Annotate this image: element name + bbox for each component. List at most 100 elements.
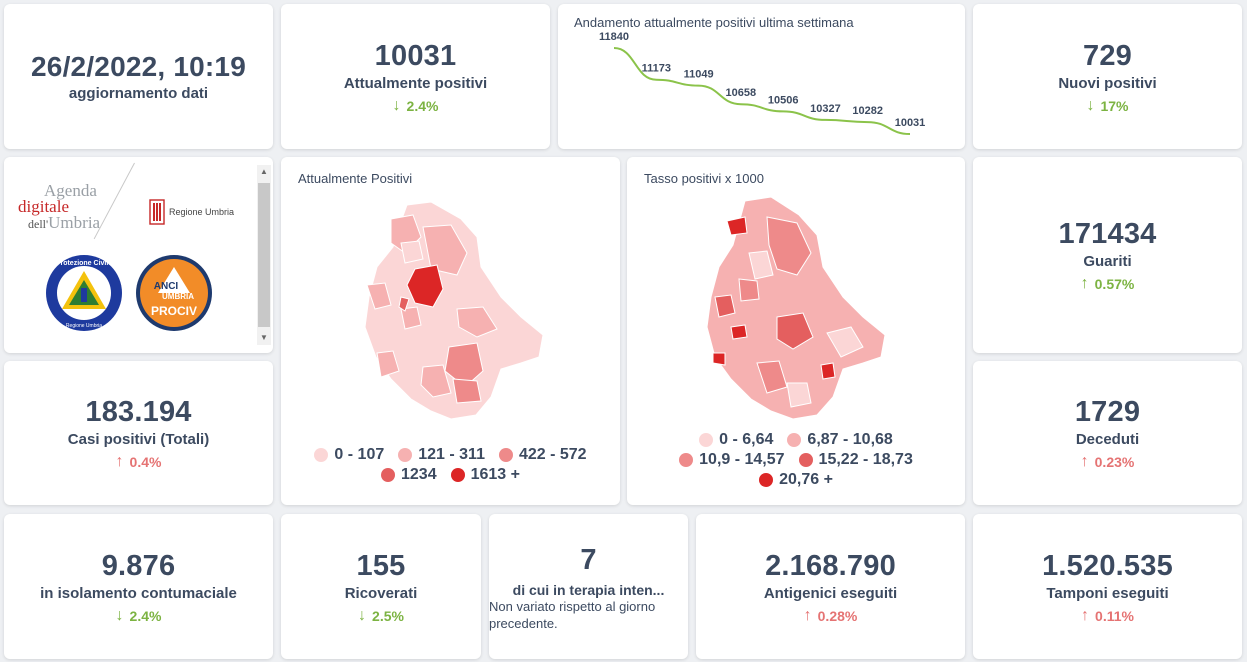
- isolamento-label: in isolamento contumaciale: [40, 584, 237, 602]
- umbria-map-tasso[interactable]: [627, 157, 965, 505]
- anci-umbria-prociv-logo: ANCI UMBRIA PROCIV: [136, 255, 212, 331]
- agenda-digitale-logo: Agenda digitale dell'Umbria: [18, 181, 128, 232]
- deceduti-value: 1729: [1074, 396, 1141, 428]
- trend-data-label: 11049: [684, 69, 714, 81]
- legend-item[interactable]: 121 - 311: [398, 446, 485, 464]
- trend-card[interactable]: Andamento attualmente positivi ultima se…: [558, 4, 965, 149]
- delta-value: 0.28%: [817, 607, 858, 624]
- attualmente-positivi-card[interactable]: 10031 Attualmente positivi ↓ 2.4%: [281, 4, 550, 149]
- legend-item[interactable]: 0 - 6,64: [699, 431, 773, 449]
- legend-swatch: [381, 468, 395, 482]
- legend-swatch: [679, 453, 694, 467]
- nuovi-positivi-value: 729: [1083, 39, 1132, 72]
- delta-value: 0.23%: [1094, 454, 1135, 470]
- legend-item[interactable]: 1613 +: [450, 466, 520, 484]
- scroll-up-icon[interactable]: ▲: [260, 167, 268, 176]
- scroll-down-icon[interactable]: ▼: [260, 333, 268, 342]
- map-positivi-title: Attualmente Positivi: [298, 171, 413, 186]
- protezione-top: Protezione Civile: [56, 260, 113, 267]
- regione-emblem-icon: [149, 199, 165, 225]
- terapia-label: di cui in terapia inten...: [512, 582, 665, 598]
- legend-item[interactable]: 20,76 +: [759, 471, 833, 489]
- agenda-line2: digitale: [18, 197, 69, 216]
- legend-item[interactable]: 0 - 107: [314, 446, 384, 464]
- umbria-map-positivi[interactable]: [281, 157, 620, 505]
- nuovi-positivi-label: Nuovi positivi: [1058, 74, 1157, 92]
- legend-swatch: [498, 448, 513, 462]
- legend-label: 10,9 - 14,57: [699, 451, 785, 468]
- casi-totali-card[interactable]: 183.194 Casi positivi (Totali) ↑ 0.4%: [4, 361, 273, 505]
- agenda-line1: Agenda: [44, 181, 97, 200]
- isolamento-delta: ↓ 2.4%: [116, 607, 162, 624]
- trend-data-label: 10658: [726, 87, 757, 99]
- legend-label: 121 - 311: [418, 446, 485, 463]
- arrow-up-icon: ↑: [1081, 606, 1090, 624]
- regione-umbria-logo: Regione Umbria: [149, 199, 234, 225]
- map-tasso-card[interactable]: Tasso positivi x 1000 0 - 6,64 6,87 - 10,…: [627, 157, 965, 505]
- legend-swatch: [699, 433, 714, 447]
- ricoverati-card[interactable]: 155 Ricoverati ↓ 2.5%: [281, 514, 481, 659]
- tamponi-card[interactable]: 1.520.535 Tamponi eseguiti ↑ 0.11%: [973, 514, 1242, 659]
- ricoverati-label: Ricoverati: [344, 584, 418, 602]
- trend-line-chart: 11840 11173 11049 10658 10506 10327 10282 10031: [599, 31, 926, 135]
- guariti-label: Guariti: [1083, 253, 1132, 270]
- terapia-note: Non variato rispetto al giorno precedent…: [489, 599, 656, 631]
- legend-swatch: [450, 468, 465, 482]
- legend-swatch: [398, 448, 413, 462]
- map-positivi-legend: 0 - 107 121 - 311 422 - 572 1234 1613 +: [281, 446, 620, 484]
- logos-scrollbar[interactable]: ▲ ▼: [257, 165, 271, 345]
- guariti-card[interactable]: 171434 Guariti ↑ 0.57%: [973, 157, 1242, 353]
- legend-item[interactable]: 1234: [381, 466, 437, 484]
- scroll-thumb[interactable]: [258, 183, 270, 327]
- legend-label: 0 - 107: [334, 446, 385, 463]
- trend-data-label: 10031: [895, 117, 926, 129]
- map-positivi-card[interactable]: Attualmente Positivi 0 - 107 121 - 311 422…: [281, 157, 620, 505]
- deceduti-card[interactable]: 1729 Deceduti ↑ 0.23%: [973, 361, 1242, 505]
- trend-series-line: [613, 47, 911, 135]
- nuovi-positivi-card[interactable]: 729 Nuovi positivi ↓ 17%: [973, 4, 1242, 149]
- delta-value: 0.4%: [129, 454, 162, 470]
- legend-item[interactable]: 10,9 - 14,57: [679, 451, 785, 469]
- agenda-line3a: dell': [28, 217, 49, 231]
- delta-value: 0.57%: [1094, 276, 1135, 292]
- tamponi-delta: ↑ 0.11%: [1081, 606, 1134, 624]
- legend-item[interactable]: 15,22 - 18,73: [798, 451, 913, 469]
- guariti-value: 171434: [1058, 218, 1157, 250]
- delta-value: 0.11%: [1095, 607, 1134, 624]
- terapia-card[interactable]: 7 di cui in terapia inten... Non variato…: [489, 514, 688, 659]
- casi-totali-value: 183.194: [85, 396, 192, 428]
- trend-title: Andamento attualmente positivi ultima se…: [574, 15, 854, 30]
- antigenici-value: 2.168.790: [765, 549, 896, 582]
- arrow-down-icon: ↓: [392, 96, 401, 114]
- delta-value: 2.4%: [129, 607, 162, 624]
- legend-label: 422 - 572: [518, 446, 587, 463]
- isolamento-card[interactable]: 9.876 in isolamento contumaciale ↓ 2.4%: [4, 514, 273, 659]
- deceduti-delta: ↑ 0.23%: [1081, 454, 1135, 471]
- legend-swatch: [798, 453, 813, 467]
- legend-item[interactable]: 422 - 572: [498, 446, 587, 464]
- guariti-delta: ↑ 0.57%: [1080, 275, 1135, 293]
- anci-3: PROCIV: [151, 304, 197, 318]
- trend-data-label: 10327: [810, 103, 841, 115]
- casi-totali-label: Casi positivi (Totali): [67, 431, 210, 448]
- arrow-down-icon: ↓: [358, 606, 367, 624]
- protezione-bottom: Regione Umbria: [66, 323, 102, 329]
- arrow-up-icon: ↑: [1080, 275, 1089, 292]
- legend-label: 20,76 +: [779, 471, 833, 488]
- legend-item[interactable]: 6,87 - 10,68: [787, 431, 893, 449]
- legend-label: 0 - 6,64: [719, 431, 774, 448]
- update-card: 26/2/2022, 10:19 aggiornamento dati: [4, 4, 273, 149]
- arrow-up-icon: ↑: [803, 606, 812, 624]
- map-tasso-legend: 0 - 6,64 6,87 - 10,68 10,9 - 14,57 15,22 - …: [627, 431, 965, 489]
- antigenici-card[interactable]: 2.168.790 Antigenici eseguiti ↑ 0.28%: [696, 514, 965, 659]
- antigenici-label: Antigenici eseguiti: [763, 584, 898, 602]
- tamponi-label: Tamponi eseguiti: [1046, 584, 1169, 602]
- attualmente-positivi-label: Attualmente positivi: [343, 74, 488, 92]
- trend-data-label: 11173: [642, 63, 671, 75]
- ricoverati-value: 155: [356, 549, 406, 582]
- attualmente-positivi-delta: ↓ 2.4%: [392, 96, 439, 114]
- delta-value: 2.4%: [406, 97, 439, 114]
- logos-card: Agenda digitale dell'Umbria Regione Umbr…: [4, 157, 273, 353]
- legend-label: 1613 +: [470, 466, 520, 483]
- delta-value: 17%: [1100, 97, 1129, 114]
